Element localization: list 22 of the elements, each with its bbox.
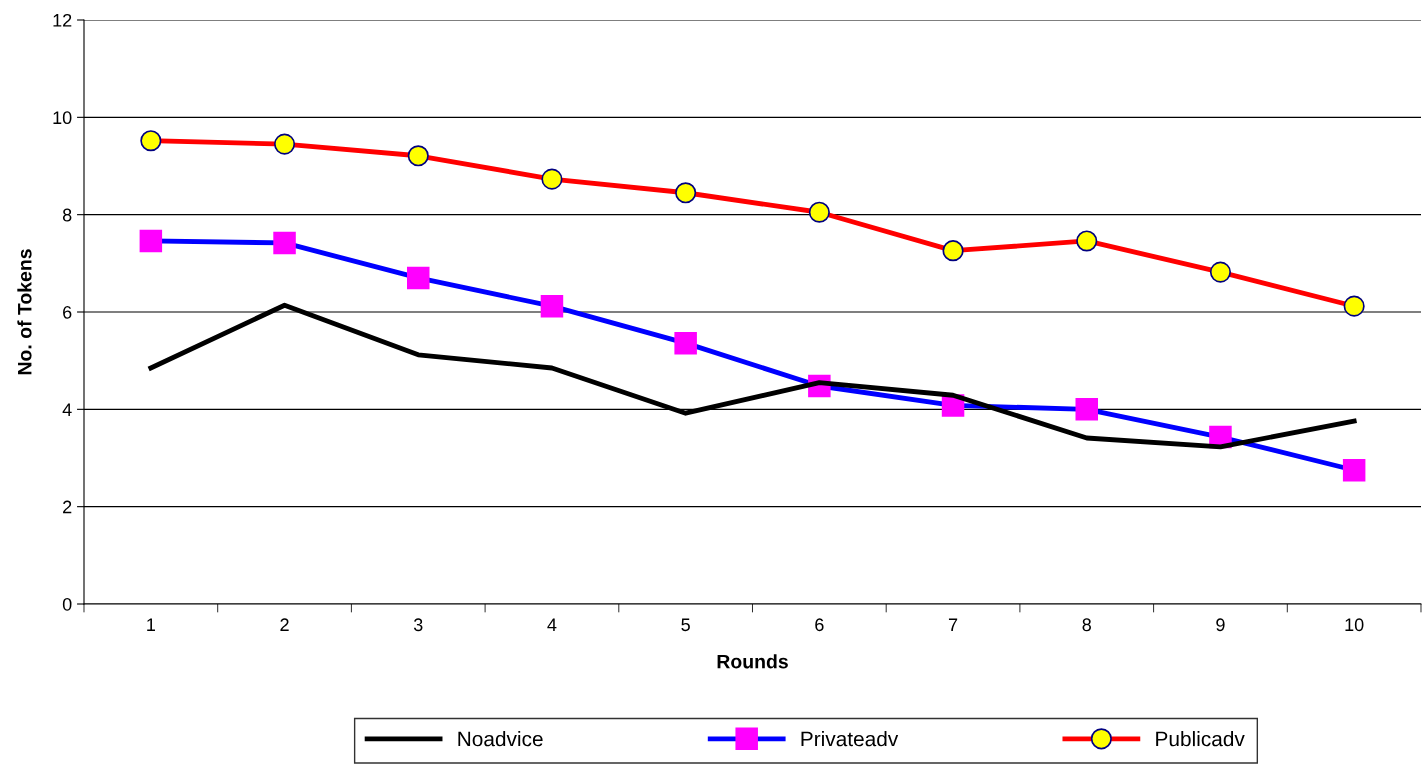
y-tick-label: 0 [62, 597, 72, 611]
x-tick-label: 5 [681, 618, 690, 632]
legend-label: Noadvice [458, 731, 543, 747]
legend-label: Publicadv [1156, 731, 1245, 747]
y-tick-label: 6 [63, 305, 72, 319]
x-tick-label: 4 [547, 618, 557, 631]
y-tick-label: 2 [63, 500, 72, 514]
y-tick-label: 8 [62, 208, 72, 222]
x-tick-label: 7 [948, 618, 958, 631]
x-tick-label: 2 [280, 618, 289, 631]
y-axis-title: No. of Tokens [17, 249, 32, 375]
y-tick-label: 4 [62, 403, 72, 416]
x-tick-label: 8 [1082, 618, 1091, 632]
legend-label: Privateadv [801, 731, 899, 747]
x-tick-label: 3 [413, 618, 423, 632]
y-tick-label: 12 [53, 13, 72, 27]
x-axis-title: Rounds [717, 654, 788, 669]
x-tick-label: 1 [147, 618, 155, 631]
x-tick-label: 10 [1345, 618, 1364, 632]
x-tick-label: 9 [1216, 618, 1225, 632]
x-tick-label: 6 [815, 618, 824, 632]
y-tick-label: 10 [53, 111, 72, 125]
